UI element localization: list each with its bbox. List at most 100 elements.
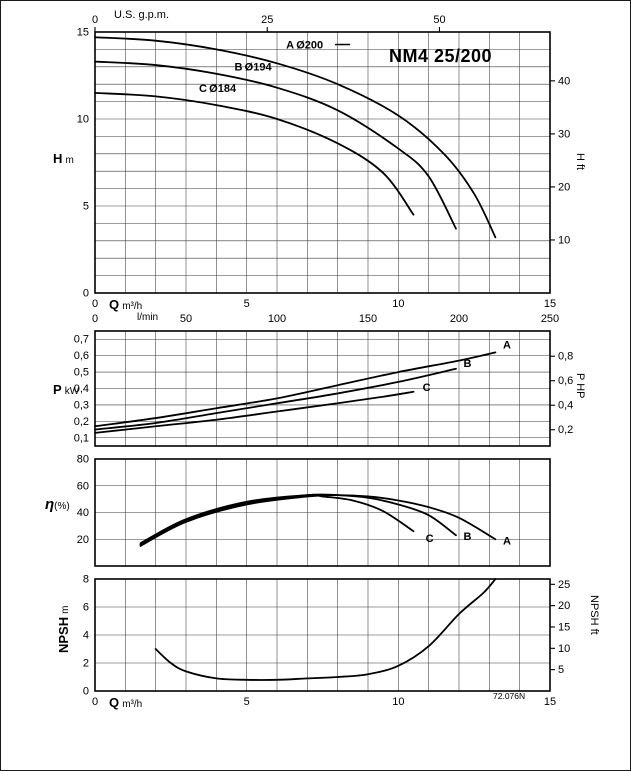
tick-label: 30 bbox=[558, 128, 570, 140]
eta-axis-label: η(%) bbox=[45, 497, 70, 512]
curve-label-A: A Ø200 bbox=[286, 40, 323, 52]
p-axis-unit: kW bbox=[64, 386, 80, 397]
tick-label: 0 bbox=[92, 298, 98, 310]
curve-B bbox=[94, 60, 457, 230]
tick-label: 0,6 bbox=[558, 375, 573, 387]
curve-label-C: C bbox=[426, 533, 434, 545]
curve-label-C: C bbox=[423, 382, 431, 394]
tick-label: 0,7 bbox=[74, 334, 89, 346]
tick-label: 5 bbox=[558, 664, 564, 676]
tick-label: 20 bbox=[558, 600, 570, 612]
curve-label-B: B bbox=[464, 531, 472, 543]
tick-label: 0 bbox=[83, 288, 89, 300]
tick-label: 8 bbox=[83, 574, 89, 586]
curve-C bbox=[139, 493, 415, 545]
tick-label: 50 bbox=[433, 14, 445, 26]
curve-A bbox=[139, 494, 497, 547]
tick-label: 6 bbox=[83, 602, 89, 614]
drawing-code: 72.076N bbox=[493, 691, 526, 701]
tick-label: 20 bbox=[77, 534, 89, 546]
tick-label: 0,5 bbox=[74, 367, 89, 379]
tick-label: 5 bbox=[244, 696, 250, 708]
curve-label-B: B Ø194 bbox=[235, 61, 273, 73]
curve-C bbox=[94, 390, 415, 434]
tick-label: 100 bbox=[268, 313, 286, 325]
tick-label: 80 bbox=[77, 454, 89, 466]
npsh-axis-unit: m bbox=[60, 605, 71, 614]
tick-label: 0 bbox=[92, 696, 98, 708]
curve-B bbox=[94, 367, 457, 431]
tick-label: 10 bbox=[392, 696, 404, 708]
tick-label: 25 bbox=[558, 579, 570, 591]
p-axis-label: P kW bbox=[53, 383, 79, 397]
tick-label: 15 bbox=[558, 621, 570, 633]
q-bottom-unit: m³/h bbox=[122, 699, 143, 710]
curve-A bbox=[94, 351, 497, 428]
tick-label: 0,4 bbox=[74, 383, 89, 395]
q-bottom-symbol: Q bbox=[109, 695, 120, 710]
tick-label: 15 bbox=[77, 27, 89, 39]
h-ft-axis-label: H ft bbox=[574, 153, 586, 171]
curve-A bbox=[94, 36, 497, 239]
curve-label-B: B bbox=[464, 358, 472, 370]
tick-label: 0,1 bbox=[74, 432, 89, 444]
tick-label: 10 bbox=[392, 298, 404, 310]
tick-label: 2 bbox=[83, 658, 89, 670]
q-axis-unit-lmin: l/min bbox=[137, 312, 159, 323]
eta-axis-symbol: η bbox=[45, 496, 55, 513]
q-axis-unit-m3h: m³/h bbox=[122, 301, 143, 312]
tick-label: 50 bbox=[180, 313, 192, 325]
tick-label: 10 bbox=[77, 114, 89, 126]
tick-label: 4 bbox=[83, 630, 89, 642]
tick-label: 0,8 bbox=[558, 351, 573, 363]
eta-axis-unit: (%) bbox=[54, 501, 70, 512]
curve-label-C: C Ø184 bbox=[199, 83, 237, 95]
tick-label: 10 bbox=[558, 234, 570, 246]
chart-title: NM4 25/200 bbox=[389, 46, 493, 66]
tick-label: 5 bbox=[83, 201, 89, 213]
tick-label: 200 bbox=[450, 313, 468, 325]
plot-border bbox=[94, 458, 551, 567]
tick-label: 40 bbox=[77, 507, 89, 519]
tick-label: 25 bbox=[261, 14, 273, 26]
curve-label-A: A bbox=[503, 536, 511, 548]
q-axis-label: Q m³/h bbox=[109, 298, 142, 312]
tick-label: 20 bbox=[558, 181, 570, 193]
npsh-axis-label: NPSH m bbox=[56, 605, 71, 653]
gpm-axis-label: U.S. g.p.m. bbox=[114, 9, 170, 21]
tick-label: 0,2 bbox=[558, 424, 573, 436]
tick-label: 10 bbox=[558, 643, 570, 655]
tick-label: 0 bbox=[92, 313, 98, 325]
p-hp-axis-label: P HP bbox=[574, 373, 586, 399]
curve-NPSH bbox=[154, 578, 497, 681]
q-bottom-axis-label: Q m³/h bbox=[109, 696, 142, 710]
tick-label: 0 bbox=[83, 686, 89, 698]
tick-label: 0,6 bbox=[74, 350, 89, 362]
npsh-axis-symbol: NPSH bbox=[56, 616, 71, 653]
tick-label: 0,3 bbox=[74, 399, 89, 411]
npsh-ft-axis-label: NPSH ft bbox=[588, 595, 600, 635]
tick-label: 0,2 bbox=[74, 416, 89, 428]
tick-label: 40 bbox=[558, 75, 570, 87]
h-axis-unit: m bbox=[65, 155, 74, 166]
q-axis-symbol: Q bbox=[109, 297, 120, 312]
plot-border bbox=[94, 31, 551, 294]
tick-label: 15 bbox=[544, 298, 556, 310]
h-axis-label: H m bbox=[53, 152, 74, 166]
tick-label: 0 bbox=[92, 14, 98, 26]
plot-border bbox=[94, 578, 551, 692]
h-axis-symbol: H bbox=[53, 151, 63, 166]
tick-label: 0,4 bbox=[558, 400, 573, 412]
tick-label: 60 bbox=[77, 480, 89, 492]
curve-C bbox=[94, 92, 415, 216]
plot-border bbox=[94, 330, 551, 447]
tick-label: 15 bbox=[544, 696, 556, 708]
p-axis-symbol: P bbox=[53, 382, 62, 397]
tick-label: 250 bbox=[541, 313, 559, 325]
tick-label: 5 bbox=[244, 298, 250, 310]
tick-label: 150 bbox=[359, 313, 377, 325]
curve-label-A: A bbox=[503, 339, 511, 351]
curve-B bbox=[139, 493, 457, 546]
